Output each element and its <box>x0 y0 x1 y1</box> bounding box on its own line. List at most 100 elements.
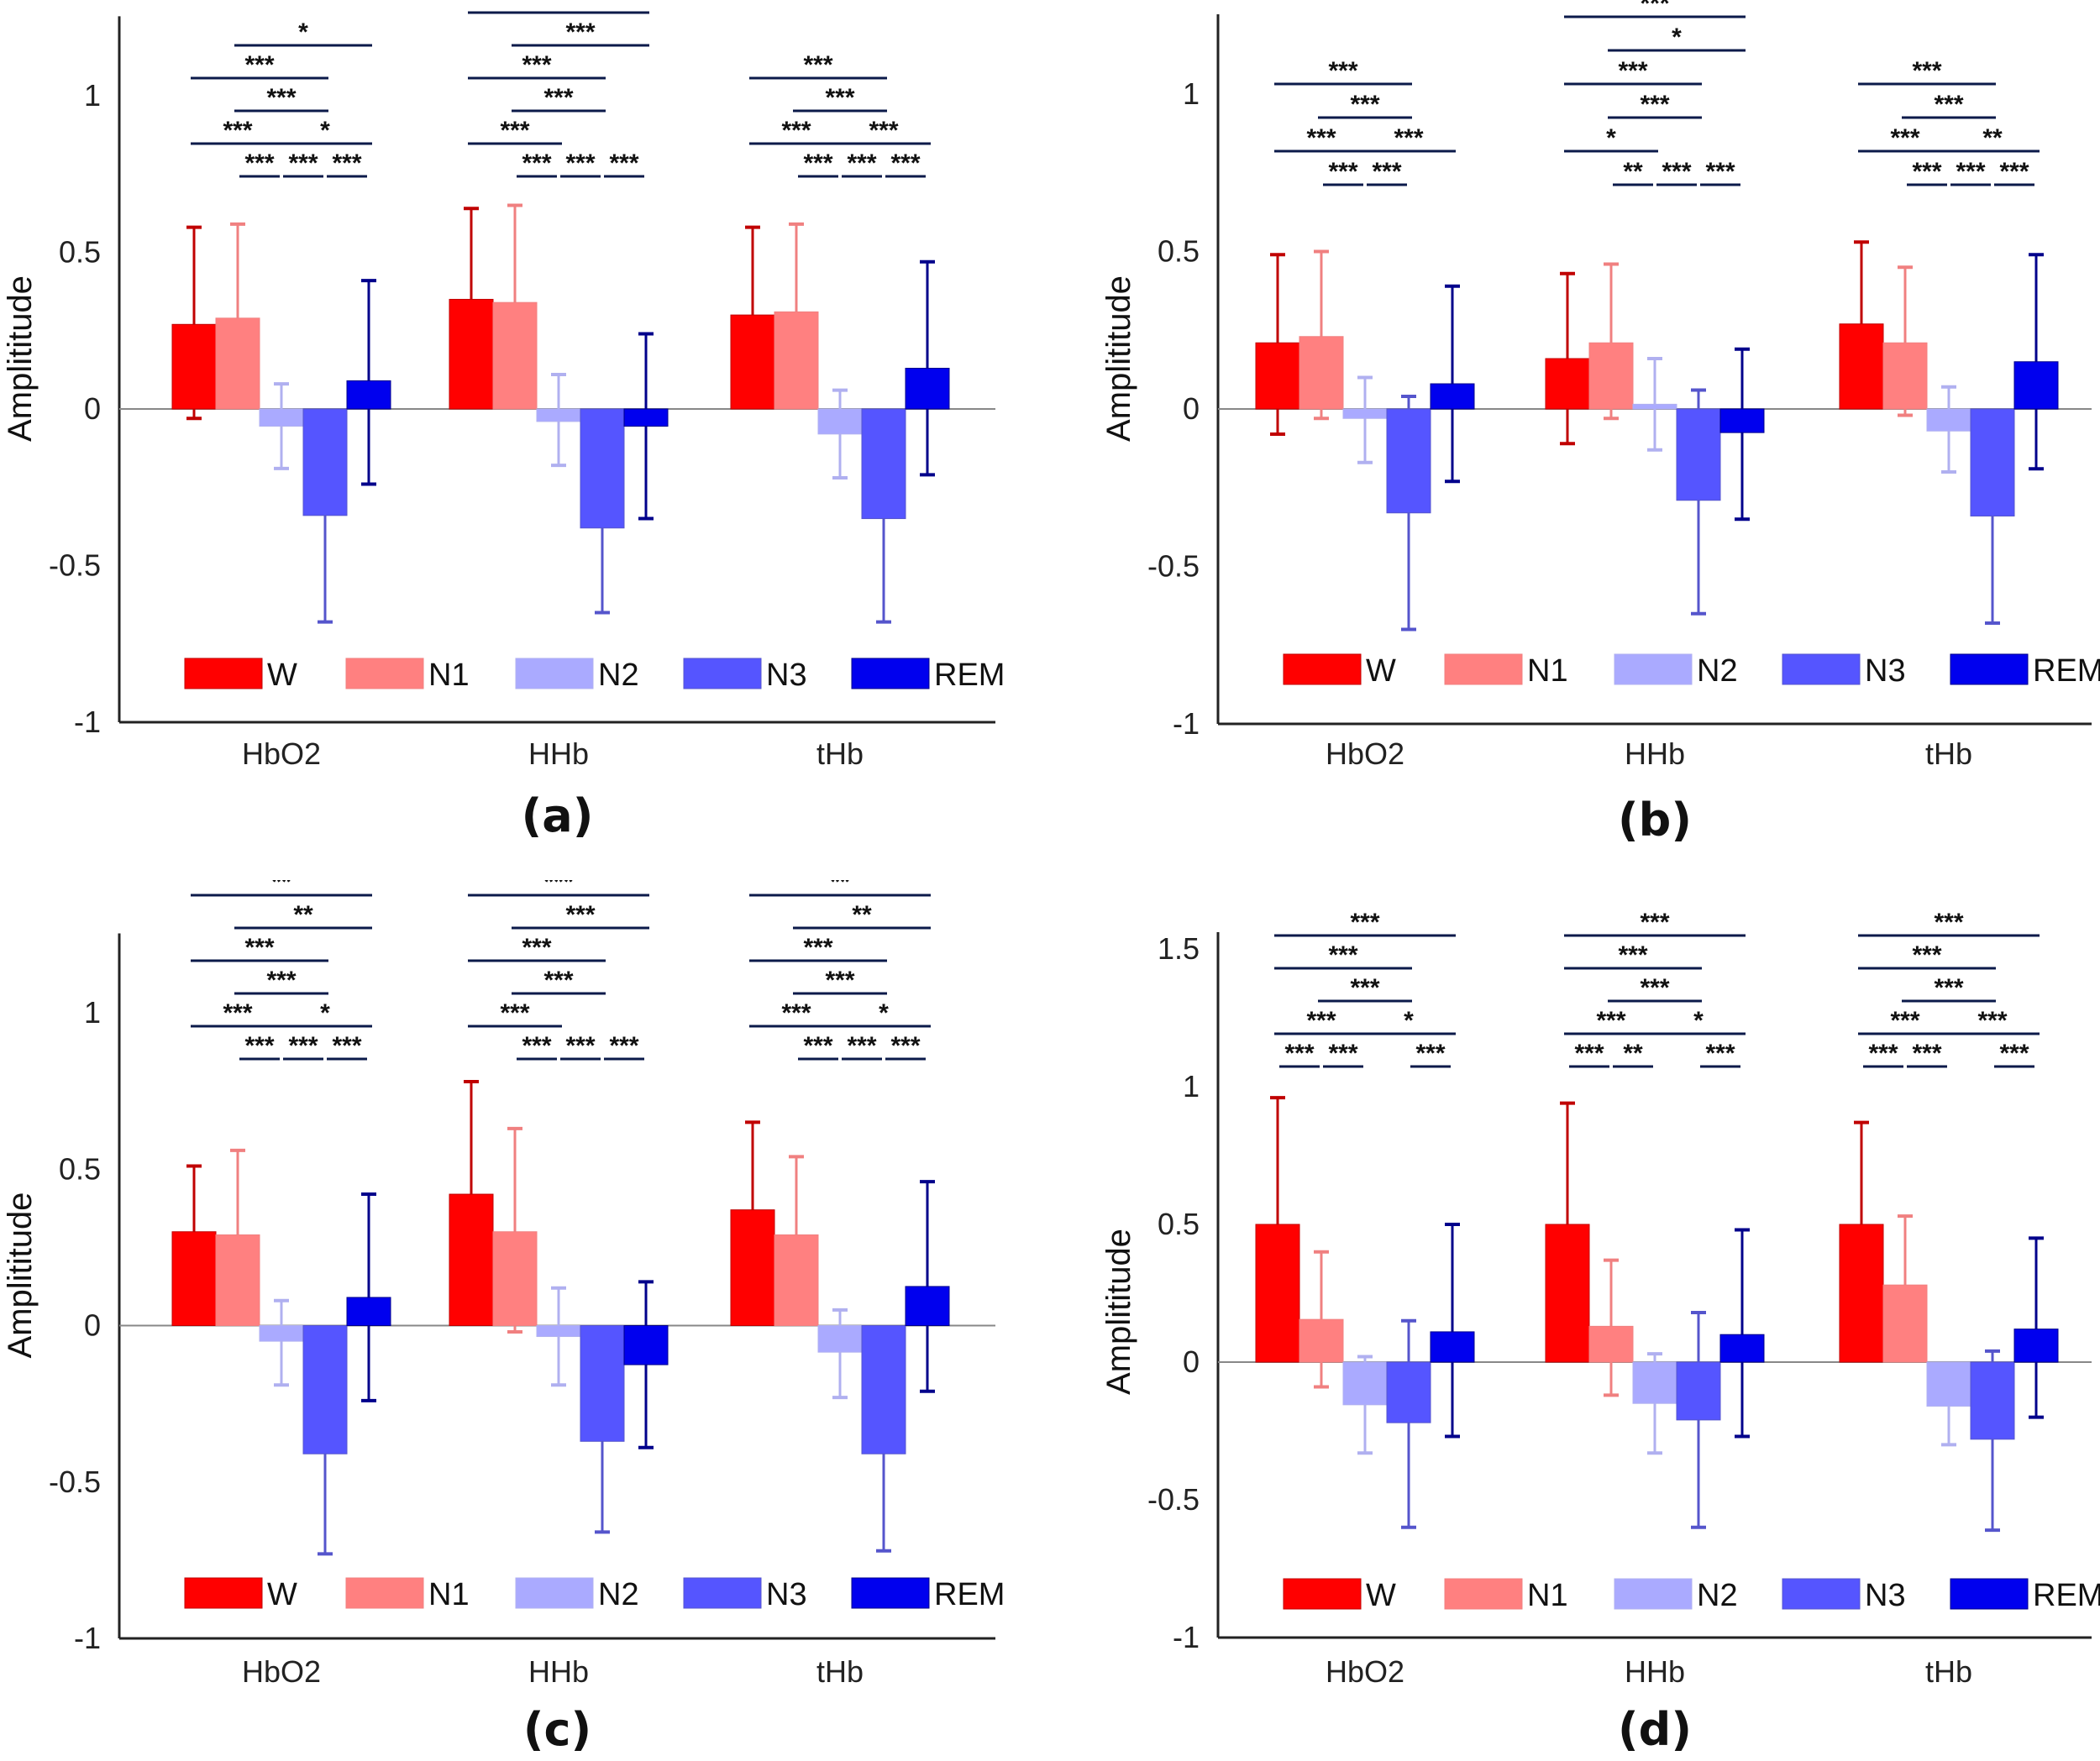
significance-label: *** <box>543 84 573 112</box>
legend-label: N3 <box>1865 1578 1906 1613</box>
legend-swatch-n2 <box>515 1577 594 1609</box>
y-tick-label: 0 <box>1183 391 1200 426</box>
significance-label: *** <box>1574 1040 1604 1067</box>
y-tick-label: 1 <box>1183 76 1200 111</box>
legend-swatch-n2 <box>1614 653 1693 685</box>
significance-label: *** <box>1999 158 2029 186</box>
bar-n2 <box>536 408 581 422</box>
category-label: HbO2 <box>242 736 321 771</box>
significance-label: ** <box>271 880 291 896</box>
significance-label: ** <box>830 880 850 896</box>
significance-label: *** <box>1328 941 1357 969</box>
bar-n2 <box>817 408 863 435</box>
category-label: tHb <box>1925 1654 1972 1689</box>
significance-label: *** <box>1306 1007 1336 1035</box>
legend-swatch-w <box>1283 653 1362 685</box>
bar-rem <box>1430 1331 1475 1363</box>
significance-label: *** <box>1934 91 1963 118</box>
category-label: HHb <box>1625 736 1685 771</box>
bar-rem <box>2013 361 2059 410</box>
legend-label: N1 <box>1527 1578 1568 1613</box>
significance-label: * <box>298 18 308 46</box>
significance-label: *** <box>565 1032 595 1060</box>
significance-label: *** <box>223 999 252 1027</box>
bar-n1 <box>215 317 260 410</box>
panel-label: (d) <box>1618 1703 1692 1756</box>
y-axis-title: Amplititude <box>1100 275 1137 442</box>
significance-label: *** <box>1350 974 1379 1002</box>
bar-n1 <box>1588 1325 1634 1363</box>
y-axis-title: Amplititude <box>1100 1229 1137 1395</box>
significance-label: ** <box>293 901 313 929</box>
category-label: HbO2 <box>1326 1654 1404 1689</box>
significance-label: * <box>320 117 330 144</box>
y-tick-label: -1 <box>1173 706 1200 741</box>
significance-label: *** <box>500 999 529 1027</box>
significance-label: *** <box>522 934 551 962</box>
legend-label: N2 <box>598 1577 639 1612</box>
legend-label: N3 <box>766 1577 807 1612</box>
significance-label: *** <box>1328 57 1357 85</box>
bar-n2 <box>1926 1361 1971 1407</box>
panel-label: (b) <box>1618 794 1692 846</box>
significance-label: *** <box>522 149 551 177</box>
significance-label: *** <box>565 149 595 177</box>
significance-label: * <box>1606 124 1616 152</box>
significance-label: ** <box>1623 1040 1643 1067</box>
legend-swatch-w <box>184 658 263 689</box>
bar-n2 <box>259 1325 304 1342</box>
bar-w <box>171 323 217 410</box>
category-label: HHb <box>528 736 589 771</box>
significance-label: *** <box>1640 91 1669 118</box>
legend-label: N1 <box>428 658 470 693</box>
significance-label: *** <box>803 934 832 962</box>
bar-n3 <box>1676 1361 1721 1421</box>
significance-label: *** <box>1640 0 1669 18</box>
bar-n1 <box>1299 1318 1344 1363</box>
significance-label: *** <box>781 117 811 144</box>
significance-label: * <box>1672 24 1682 51</box>
significance-label: *** <box>1705 1040 1735 1067</box>
bar-rem <box>2013 1329 2059 1363</box>
y-tick-label: 1 <box>84 78 101 113</box>
panel-label: (c) <box>523 1703 591 1756</box>
legend-label: N1 <box>1527 653 1568 689</box>
legend-label: N2 <box>1697 1578 1738 1613</box>
legend-swatch-n3 <box>1782 1578 1861 1610</box>
legend-swatch-rem <box>851 1577 930 1609</box>
significance-label: *** <box>332 149 361 177</box>
significance-label: *** <box>1912 57 1941 85</box>
legend-label: N3 <box>766 658 807 693</box>
bar-n2 <box>536 1325 581 1338</box>
bar-w <box>449 1193 494 1326</box>
bar-n3 <box>580 1325 625 1442</box>
y-tick-label: -0.5 <box>49 1465 101 1499</box>
bar-rem <box>623 408 669 427</box>
significance-label: *** <box>332 1032 361 1060</box>
y-tick-label: -0.5 <box>1147 1482 1200 1517</box>
significance-label: *** <box>1912 1040 1941 1067</box>
significance-label: *** <box>847 1032 876 1060</box>
significance-label: *** <box>803 1032 832 1060</box>
significance-label: *** <box>288 149 318 177</box>
y-tick-label: 0.5 <box>59 1151 101 1186</box>
legend-swatch-n2 <box>515 658 594 689</box>
legend-swatch-n2 <box>1614 1578 1693 1610</box>
panel-d: -1-0.500.511.5AmplititudeHbO2***********… <box>1100 909 2100 1756</box>
significance-label: *** <box>1934 974 1963 1002</box>
legend-swatch-w <box>1283 1578 1362 1610</box>
significance-label: *** <box>825 84 854 112</box>
significance-label: ** <box>1982 124 2003 152</box>
bar-n1 <box>1588 342 1634 410</box>
significance-label: *** <box>890 149 920 177</box>
bar-rem <box>346 380 391 410</box>
y-axis-title: Amplititude <box>2 1192 39 1359</box>
y-tick-label: -0.5 <box>49 548 101 583</box>
significance-label: *** <box>244 934 274 962</box>
legend-swatch-rem <box>1950 1578 2029 1610</box>
significance-label: *** <box>1350 91 1379 118</box>
bar-n3 <box>1386 1361 1431 1423</box>
y-tick-label: 0.5 <box>1158 1207 1200 1241</box>
significance-label: *** <box>1705 158 1735 186</box>
